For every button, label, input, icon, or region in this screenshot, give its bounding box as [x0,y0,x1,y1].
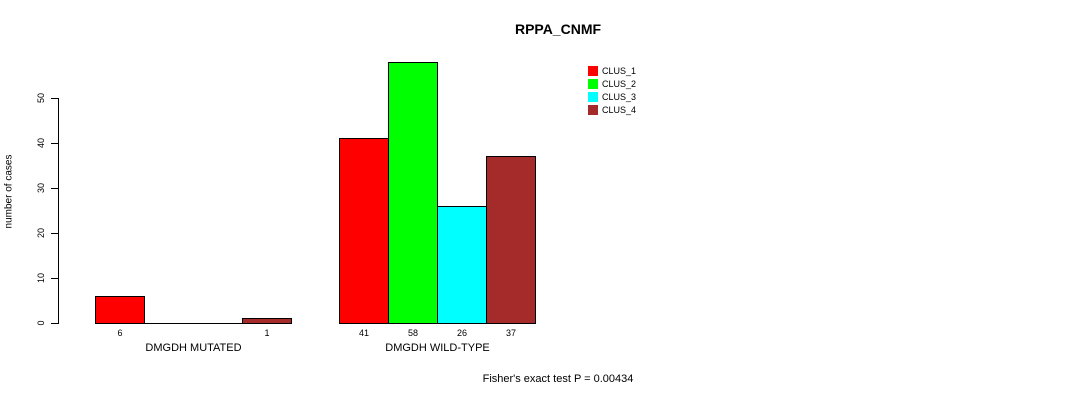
bar-CLUS_1 [339,138,389,324]
y-tick-mark [51,143,58,144]
category-label: DMGDH WILD-TYPE [385,342,490,354]
bar-CLUS_1 [95,296,145,324]
legend-swatch-CLUS_4 [588,105,598,115]
bar-value-label: 6 [117,328,123,338]
y-tick-mark [51,278,58,279]
legend-item: CLUS_1 [588,66,636,76]
bar-value-label: 58 [407,328,418,338]
legend-label: CLUS_1 [602,66,637,76]
y-tick-label: 10 [36,273,46,284]
bar-value-label: 37 [505,328,516,338]
y-tick-label: 0 [36,320,46,326]
bar-value-label: 1 [264,328,270,338]
y-tick-label: 20 [36,228,46,239]
legend-swatch-CLUS_2 [588,79,598,89]
legend-label: CLUS_4 [602,105,637,115]
y-axis-label: number of cases [0,60,18,323]
y-tick-label: 30 [36,183,46,194]
legend-item: CLUS_3 [588,92,636,102]
group-baseline [95,323,292,324]
chart-title: RPPA_CNMF [514,21,602,37]
legend-item: CLUS_4 [588,105,636,115]
legend-item: CLUS_2 [588,79,636,89]
bar-CLUS_4 [486,156,536,324]
y-tick-label: 50 [36,93,46,104]
bar-CLUS_2 [388,62,438,324]
y-tick-mark [51,188,58,189]
category-label: DMGDH MUTATED [145,342,242,354]
bar-CLUS_3 [437,206,487,324]
bar-CLUS_4 [242,318,292,324]
y-tick-label: 40 [36,138,46,149]
legend: CLUS_1 CLUS_2 CLUS_3 CLUS_4 [588,66,636,118]
legend-swatch-CLUS_3 [588,92,598,102]
legend-label: CLUS_2 [602,79,637,89]
y-axis-label-text: number of cases [3,154,15,229]
bar-value-label: 41 [358,328,369,338]
y-tick-mark [51,233,58,234]
legend-label: CLUS_3 [602,92,637,102]
y-tick-mark [51,323,58,324]
footnote-text: Fisher's exact test P = 0.00434 [482,373,634,385]
y-axis-line [58,98,59,324]
legend-swatch-CLUS_1 [588,66,598,76]
y-tick-mark [51,98,58,99]
bar-value-label: 26 [456,328,467,338]
